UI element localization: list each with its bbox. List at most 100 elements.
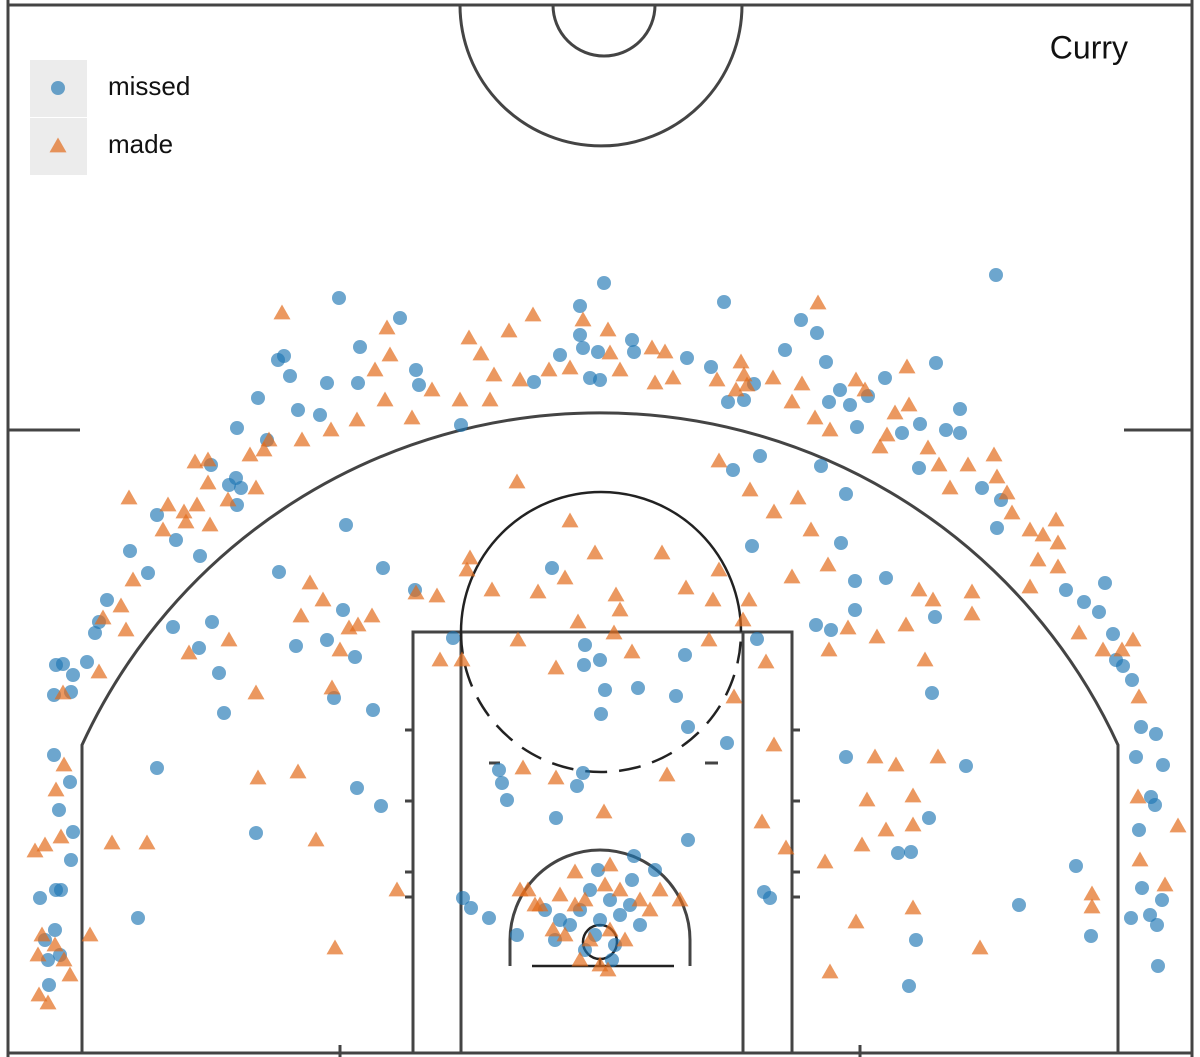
shot-missed	[56, 657, 70, 671]
shot-made	[900, 396, 918, 412]
shot-made	[431, 651, 449, 667]
shot-made	[591, 956, 609, 972]
shot-made	[878, 426, 896, 442]
shot-made	[868, 628, 886, 644]
shot-missed	[1129, 750, 1143, 764]
shot-missed	[456, 891, 470, 905]
shot-made	[94, 609, 112, 625]
shot-made	[366, 361, 384, 377]
shot-missed	[446, 631, 460, 645]
shot-missed	[42, 978, 56, 992]
shot-missed	[222, 478, 236, 492]
shot-made	[255, 441, 273, 457]
shot-made	[544, 921, 562, 937]
shot-made	[919, 439, 937, 455]
shot-missed	[625, 873, 639, 887]
shot-missed	[351, 376, 365, 390]
shot-missed	[33, 891, 47, 905]
shot-missed	[376, 561, 390, 575]
shot-missed	[648, 863, 662, 877]
shot-made	[789, 489, 807, 505]
shot-missed	[833, 383, 847, 397]
free-throw-circle-dashed	[459, 631, 743, 774]
shot-made	[765, 736, 783, 752]
shot-made	[596, 876, 614, 892]
shot-made	[819, 556, 837, 572]
lane-outer	[411, 630, 794, 1053]
shot-missed	[41, 953, 55, 967]
shot-made	[753, 813, 771, 829]
shot-missed	[625, 333, 639, 347]
shot-missed	[192, 641, 206, 655]
shot-made	[1021, 578, 1039, 594]
shot-missed	[1148, 798, 1162, 812]
shot-missed	[464, 901, 478, 915]
shot-made	[802, 521, 820, 537]
shot-missed	[1124, 911, 1138, 925]
shot-made	[423, 381, 441, 397]
shot-missed	[822, 395, 836, 409]
shot-made	[103, 834, 121, 850]
shot-made	[853, 836, 871, 852]
shot-missed	[879, 571, 893, 585]
shot-made	[247, 684, 265, 700]
shot-made	[616, 931, 634, 947]
shot-missed	[913, 417, 927, 431]
shot-made	[601, 856, 619, 872]
shot-made	[871, 438, 889, 454]
shot-made	[293, 431, 311, 447]
shot-made	[656, 343, 674, 359]
shot-made	[740, 591, 758, 607]
shot-made	[816, 853, 834, 869]
shot-missed	[1098, 576, 1112, 590]
shot-missed	[839, 750, 853, 764]
shot-made	[511, 881, 529, 897]
shot-missed	[593, 373, 607, 387]
shot-missed	[891, 846, 905, 860]
shot-missed	[593, 653, 607, 667]
shot-missed	[834, 536, 848, 550]
shot-made	[985, 446, 1003, 462]
shot-missed	[809, 618, 823, 632]
shot-made	[81, 926, 99, 942]
shot-made	[249, 769, 267, 785]
shot-made	[428, 587, 446, 603]
shot-made	[199, 451, 217, 467]
shot-missed	[166, 620, 180, 634]
shot-missed	[1155, 893, 1169, 907]
shot-made	[599, 961, 617, 977]
shot-made	[738, 376, 756, 392]
shot-missed	[680, 351, 694, 365]
shot-made	[363, 607, 381, 623]
shot-missed	[627, 849, 641, 863]
shot-missed	[63, 775, 77, 789]
shot-made	[36, 836, 54, 852]
shot-made	[453, 651, 471, 667]
shot-made	[1094, 641, 1112, 657]
shot-missed	[912, 461, 926, 475]
shot-made	[671, 891, 689, 907]
shot-made	[886, 404, 904, 420]
shot-made	[858, 791, 876, 807]
shot-made	[963, 605, 981, 621]
shot-missed	[409, 363, 423, 377]
shot-missed	[1134, 720, 1148, 734]
shot-missed	[251, 391, 265, 405]
shot-made	[847, 371, 865, 387]
shot-missed	[412, 378, 426, 392]
shot-missed	[975, 481, 989, 495]
shot-made	[451, 391, 469, 407]
shot-made	[46, 936, 64, 952]
shot-made	[186, 453, 204, 469]
shot-made	[159, 496, 177, 512]
shot-made	[52, 828, 70, 844]
shot-missed	[794, 313, 808, 327]
shot-missed	[1069, 859, 1083, 873]
shot-made	[941, 479, 959, 495]
shot-made	[631, 891, 649, 907]
shot-missed	[291, 403, 305, 417]
shot-made	[897, 616, 915, 632]
shot-made	[247, 479, 265, 495]
